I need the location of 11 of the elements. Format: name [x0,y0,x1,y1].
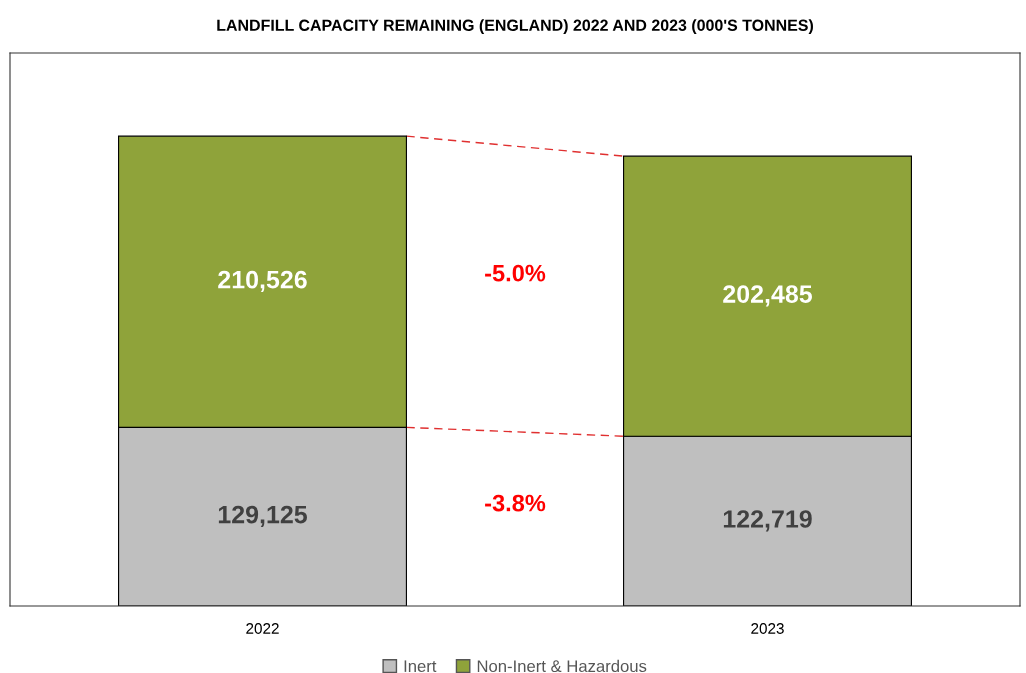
x-tick-label: 2022 [246,623,279,634]
x-tick-label: 2023 [751,623,784,634]
legend-label: Non-Inert & Hazardous [477,659,647,673]
legend-label: Inert [404,660,437,673]
annotation: -3.8% [485,494,546,512]
chart-title: LANDFILL CAPACITY REMAINING (ENGLAND) 2022 AND 2023 (000'S TONNES) [217,19,813,35]
annotation: -5.0% [485,264,546,282]
data-label: 202,485 [723,285,812,307]
data-label: 210,526 [218,270,307,293]
data-label: 129,125 [218,505,307,528]
data-label: 122,719 [723,510,812,532]
